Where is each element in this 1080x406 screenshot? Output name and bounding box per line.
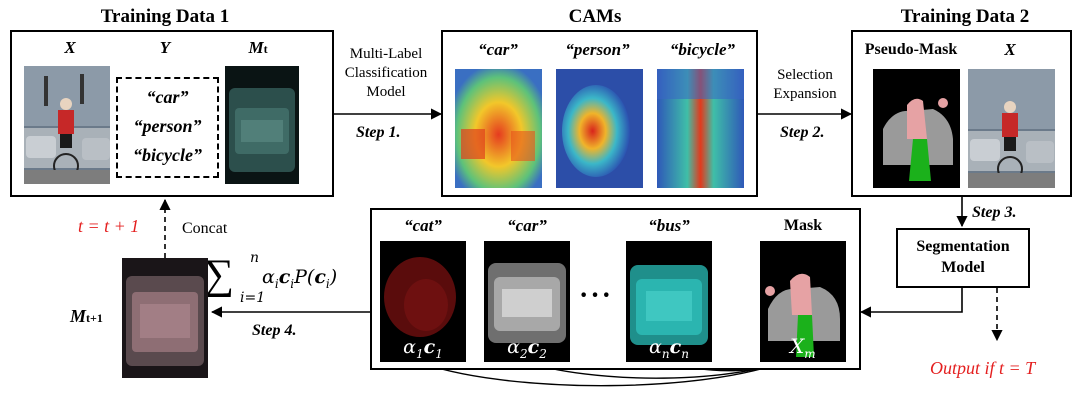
update-t-label: t = t + 1 [78,216,140,236]
mask-mt-image [225,66,299,184]
input-image-x2 [968,69,1055,188]
cams-title: CAMs [568,6,622,27]
label-person: “person” [133,116,202,136]
mask-label-bus: “bus” [648,216,690,235]
cam-label-bicycle: “bicycle” [669,40,736,59]
segmentation-model-box [896,228,1030,288]
label-set-box [116,77,219,178]
cam-person-image [556,69,643,188]
bus-mask-image [626,241,712,362]
coeff-2: α2c2 [507,336,547,361]
mask-label-mask: Mask [783,217,823,234]
input-image-x [24,66,110,184]
label-car: “car” [146,87,189,107]
mask-label-car: “car” [507,216,547,235]
sum-symbol: ∑ [204,252,234,298]
step3-label: Step 3. [972,204,1017,221]
label-bicycle: “bicycle” [133,145,202,165]
sum-lower: i=1 [240,290,266,306]
mask-xm-label: Xm [790,334,816,361]
pseudo-mask-image [873,69,960,188]
cat-mask-image [380,241,466,362]
sum-term: αiciP(ci) [262,266,338,291]
cam-car-image [455,69,542,188]
output-label: Output if t = T [930,358,1036,378]
selection-label: Selection Expansion [773,67,837,102]
sum-upper: n [250,250,260,266]
pseudo-mask-label: Pseudo-Mask [864,41,958,58]
car-mask-image [484,241,570,362]
mt1-label: Mt+1 [70,306,103,326]
cyclist-photo [24,66,110,184]
cam-bicycle-image [657,69,744,188]
x-label: X [64,38,76,57]
cam-label-car: “car” [478,40,518,59]
y-label: Y [159,38,171,57]
x2-label: X [1004,40,1016,59]
mask-label-cat: “cat” [404,216,442,235]
coeff-n: αncn [649,336,689,361]
mask-image [760,241,846,362]
seg-to-mask-arrow [859,286,963,318]
cam-label-person: “person” [565,40,630,59]
training-data-1-title: Training Data 1 [100,6,230,27]
step1-label: Step 1. [356,124,401,141]
segmentation-model-label: Segmentation Model [916,238,1010,276]
training-data-2-title: Training Data 2 [900,6,1030,27]
coeff-1: α1c1 [403,336,443,361]
concat-label: Concat [182,220,228,237]
ellipsis: ··· [579,280,614,311]
mt-label: Mt [248,38,268,57]
step2-label: Step 2. [780,124,825,141]
mask-mt1-image [122,258,208,378]
step4-label: Step 4. [252,322,297,339]
classification-label: Multi-Label Classification Model [344,46,428,100]
mt-mask-graphic [225,66,299,184]
